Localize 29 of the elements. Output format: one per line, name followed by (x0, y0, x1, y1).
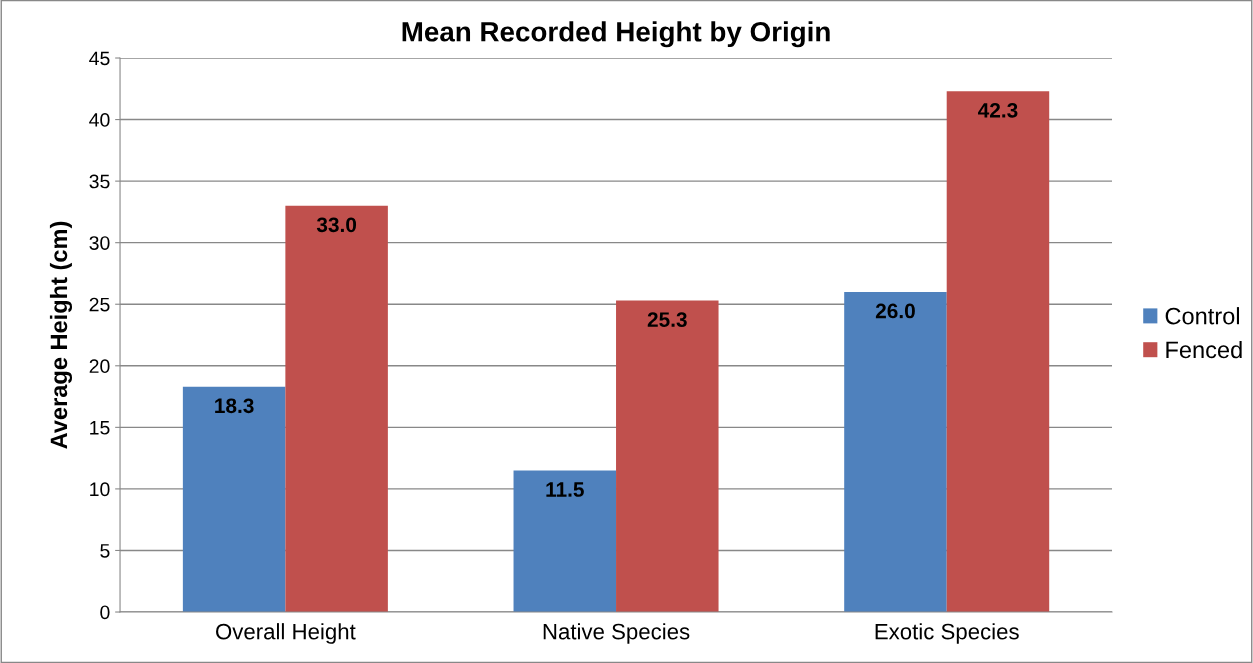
y-tick-label: 10 (90, 482, 110, 497)
y-tick-label: 30 (89, 236, 110, 250)
y-tick-label: 25 (89, 297, 110, 312)
legend-label: Control (1165, 307, 1239, 325)
data-label: 42.3 (978, 102, 1018, 118)
x-tick-label: Native Species (543, 623, 690, 644)
bar (946, 91, 1050, 613)
legend-label: Fenced (1166, 340, 1242, 359)
y-tick-label: 0 (100, 605, 110, 620)
x-tick-label: Overall Height (216, 623, 356, 644)
data-label: 11.5 (546, 482, 584, 497)
data-label: 26.0 (875, 303, 915, 319)
bar (285, 205, 388, 613)
chart-title: Mean Recorded Height by Origin (402, 21, 830, 48)
bar (616, 300, 719, 613)
data-label: 25.3 (647, 312, 687, 327)
x-tick-label: Exotic Species (875, 623, 1019, 644)
data-label: 33.0 (316, 217, 357, 233)
bar (513, 470, 617, 613)
y-tick-label: 35 (89, 174, 110, 189)
y-tick-label: 40 (89, 113, 110, 127)
y-tick-label: 15 (90, 421, 110, 435)
data-label: 18.3 (215, 398, 254, 414)
bar (844, 291, 947, 613)
y-tick-label: 45 (89, 51, 110, 66)
y-tick-label: 20 (89, 359, 110, 374)
y-axis-title: Average Height (cm) (49, 221, 73, 449)
y-tick-label: 5 (100, 544, 110, 558)
bar (182, 386, 286, 613)
